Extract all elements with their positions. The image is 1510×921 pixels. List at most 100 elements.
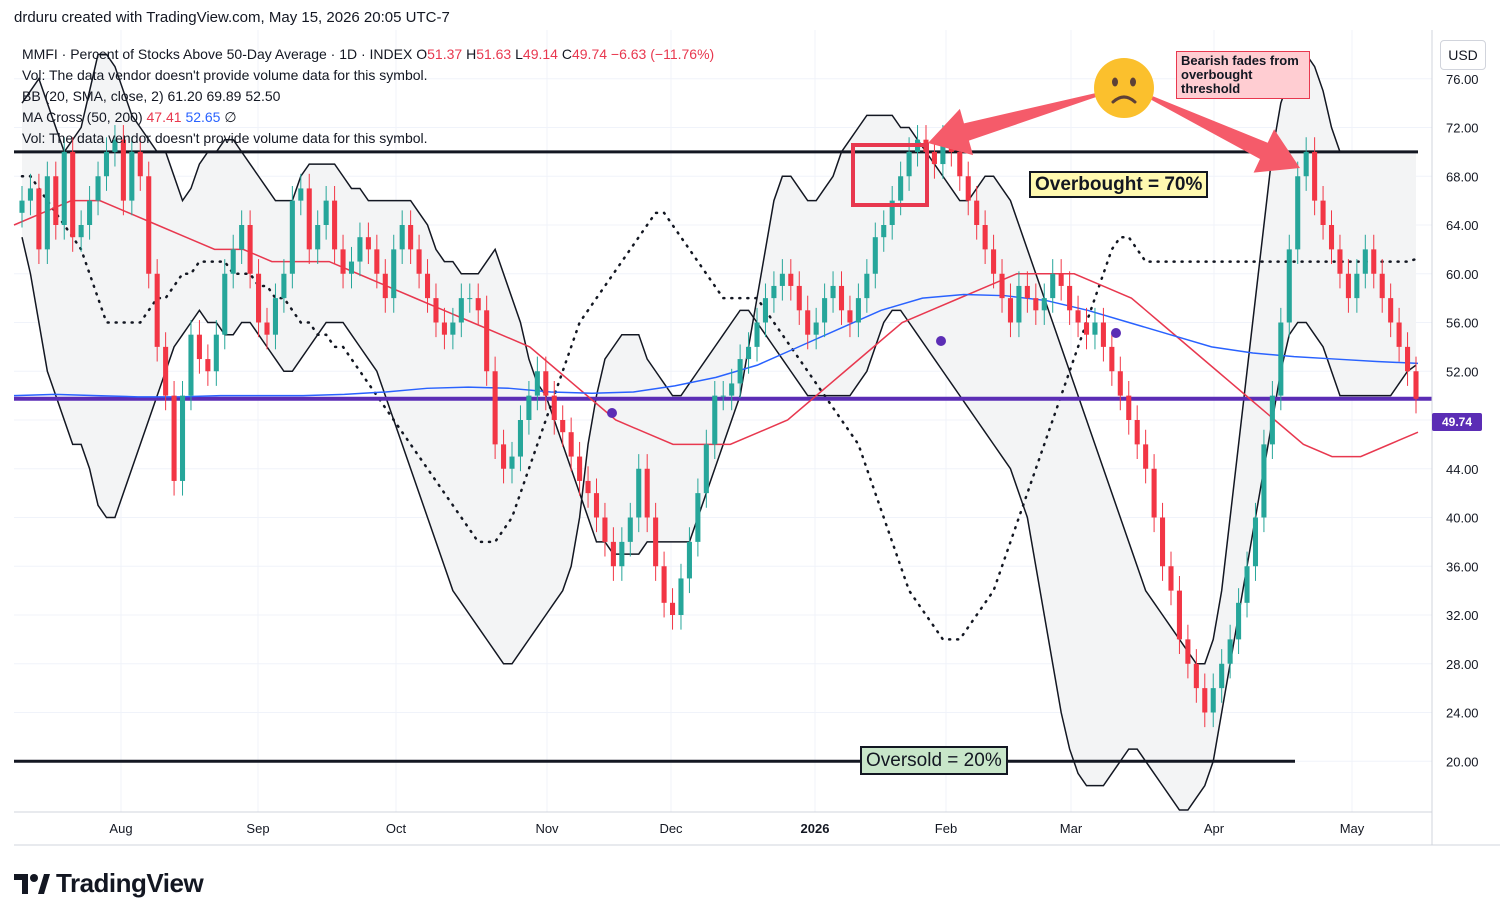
- candle: [788, 259, 794, 301]
- candle: [1405, 332, 1411, 386]
- candle-body: [737, 359, 743, 384]
- candle-body: [889, 200, 895, 225]
- candle-body: [424, 273, 431, 299]
- tradingview-logo[interactable]: TradingView: [14, 868, 204, 899]
- candle-body: [1396, 322, 1402, 347]
- candle: [1303, 137, 1309, 191]
- candle-body: [19, 200, 25, 213]
- candle-body: [602, 517, 608, 542]
- legend-volume-row[interactable]: Vol: The data vendor doesn't provide vol…: [22, 67, 428, 83]
- candle: [1151, 454, 1157, 533]
- y-tick-label: 52.00: [1446, 364, 1479, 379]
- candle: [1295, 161, 1301, 264]
- candle-body: [1371, 249, 1377, 274]
- candle: [965, 161, 971, 216]
- candle-body: [44, 176, 50, 250]
- candle-body: [441, 322, 447, 335]
- candle-body: [306, 188, 312, 250]
- candle-body: [585, 480, 591, 494]
- candle: [1312, 137, 1318, 216]
- chart-axes: 76.0072.0068.0064.0060.0056.0052.0048.00…: [14, 30, 1500, 846]
- y-tick-label: 64.00: [1446, 218, 1479, 233]
- candle: [196, 320, 202, 374]
- candle-body: [1210, 688, 1216, 713]
- arrow-to-jan-peak: [928, 93, 1097, 156]
- legend-bb-row[interactable]: BB (20, SMA, close, 2) 61.20 69.89 52.50: [22, 86, 714, 107]
- candle-body: [796, 285, 802, 311]
- candle: [1202, 673, 1208, 728]
- x-tick-label: Oct: [386, 821, 407, 836]
- legend-ma-row[interactable]: MA Cross (50, 200) 47.41 52.65 ∅: [22, 107, 714, 128]
- candle: [720, 381, 726, 411]
- candle-body: [374, 249, 380, 274]
- close-label: C: [561, 46, 572, 62]
- candle-body: [534, 371, 540, 396]
- candle-body: [1202, 688, 1208, 713]
- bb-name: BB (20, SMA, close, 2): [22, 88, 164, 104]
- candle-body: [703, 444, 709, 494]
- candle-body: [957, 151, 963, 177]
- candle: [1134, 405, 1140, 459]
- candle: [543, 356, 549, 411]
- candle-body: [610, 541, 616, 567]
- candle-body: [70, 151, 76, 238]
- candle: [678, 563, 684, 630]
- candle: [1362, 234, 1368, 289]
- candle: [323, 186, 329, 240]
- candle-body: [1117, 371, 1123, 396]
- candle: [1126, 381, 1132, 435]
- bb-upper: 69.89: [206, 88, 242, 104]
- candle-body: [872, 237, 878, 274]
- candle-body: [1134, 420, 1140, 445]
- candle: [120, 125, 126, 216]
- legend-volume-row-2[interactable]: Vol: The data vendor doesn't provide vol…: [22, 130, 428, 146]
- candle-body: [103, 151, 110, 177]
- candle: [1345, 259, 1351, 313]
- candle: [1109, 332, 1115, 386]
- candle: [636, 454, 642, 533]
- candle-body: [771, 285, 777, 299]
- candle-body: [1227, 639, 1233, 664]
- candle-body: [855, 298, 861, 323]
- candle: [416, 234, 422, 289]
- candle-body: [1092, 322, 1098, 335]
- candle: [1067, 271, 1073, 325]
- candle: [205, 344, 211, 386]
- ma-cross-marker: [1111, 328, 1121, 338]
- candle: [501, 429, 507, 484]
- candle-body: [205, 359, 211, 372]
- candle-body: [1354, 273, 1360, 299]
- candle-body: [154, 273, 160, 347]
- candle-body: [458, 298, 464, 323]
- candle-body: [87, 200, 93, 225]
- candle: [458, 283, 464, 338]
- y-tick-label: 40.00: [1446, 511, 1479, 526]
- legend-symbol-row[interactable]: MMFI · Percent of Stocks Above 50-Day Av…: [22, 44, 714, 65]
- candle-body: [36, 188, 42, 250]
- candle-body: [560, 420, 566, 433]
- candle: [534, 356, 540, 411]
- candle: [889, 186, 895, 240]
- candle: [44, 161, 50, 264]
- candle-body: [1193, 663, 1199, 689]
- candle: [872, 222, 878, 289]
- candle-body: [1151, 468, 1157, 518]
- candle-body: [1050, 273, 1056, 299]
- y-tick-label: 36.00: [1446, 559, 1479, 574]
- peak-highlight-box: [851, 143, 929, 207]
- candle-body: [813, 322, 819, 335]
- candle-body: [1058, 273, 1064, 286]
- candle-body: [53, 176, 59, 225]
- candle-body: [27, 188, 33, 201]
- candle-body: [1286, 249, 1292, 323]
- candle: [813, 307, 819, 350]
- candle: [999, 259, 1005, 313]
- candle-body: [974, 200, 980, 225]
- candle-body: [450, 322, 456, 335]
- candle-body: [1388, 298, 1394, 323]
- ma-fast: 47.41: [146, 109, 182, 125]
- candle-body: [619, 541, 625, 567]
- currency-button[interactable]: USD: [1440, 40, 1486, 70]
- candle-body: [864, 273, 870, 299]
